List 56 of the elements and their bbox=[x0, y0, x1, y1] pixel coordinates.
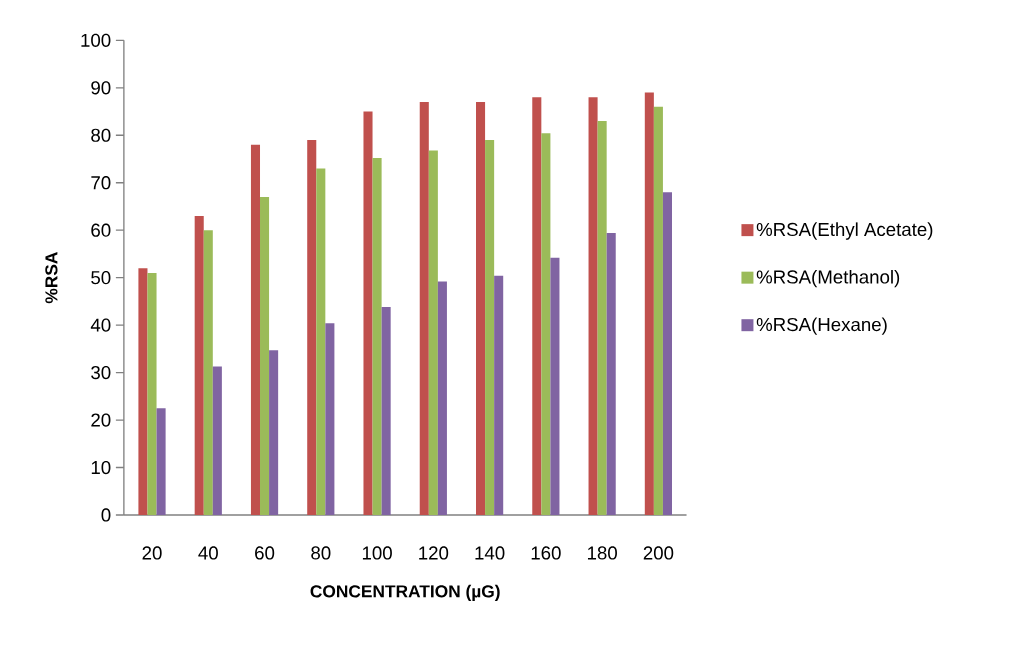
bar bbox=[381, 307, 391, 515]
bar bbox=[588, 97, 598, 515]
y-tick-label: 80 bbox=[91, 128, 111, 142]
legend-label: %RSA(Hexane) bbox=[756, 317, 887, 335]
x-tick-label: 200 bbox=[643, 546, 674, 560]
x-tick-label: 20 bbox=[142, 546, 162, 560]
bar bbox=[437, 281, 447, 515]
bar bbox=[494, 275, 504, 515]
bar bbox=[194, 215, 204, 515]
y-tick-label: 70 bbox=[91, 176, 111, 190]
bar bbox=[476, 102, 486, 515]
bar bbox=[307, 140, 317, 515]
y-tick-label: 40 bbox=[90, 318, 111, 332]
y-tick-label: 0 bbox=[101, 508, 111, 522]
bar bbox=[138, 268, 148, 515]
bar bbox=[250, 144, 261, 515]
legend-label: %RSA(Ethyl Acetate) bbox=[756, 222, 933, 240]
bar bbox=[363, 111, 373, 515]
y-tick-label: 100 bbox=[81, 33, 111, 47]
y-tick-label: 30 bbox=[91, 365, 111, 380]
y-tick-label: 50 bbox=[91, 271, 111, 285]
y-tick-label: 60 bbox=[91, 223, 111, 237]
bar bbox=[212, 366, 222, 515]
bar bbox=[316, 168, 326, 515]
bar bbox=[541, 133, 551, 515]
bar bbox=[532, 97, 542, 515]
x-tick-label: 120 bbox=[419, 546, 449, 560]
bar bbox=[662, 192, 672, 515]
bar bbox=[156, 408, 166, 515]
bar bbox=[269, 350, 279, 515]
bar bbox=[597, 121, 607, 515]
legend-label: %RSA(Methanol) bbox=[756, 269, 900, 288]
x-axis-title: CONCENTRATION (µG) bbox=[310, 584, 500, 601]
bar bbox=[606, 233, 616, 515]
bar bbox=[550, 257, 560, 515]
bar bbox=[653, 106, 663, 515]
y-tick-label: 90 bbox=[91, 81, 111, 95]
bar bbox=[644, 92, 654, 515]
bar bbox=[203, 230, 213, 515]
x-tick-label: 140 bbox=[475, 546, 505, 560]
x-tick-label: 40 bbox=[198, 546, 218, 560]
bar bbox=[485, 140, 495, 515]
bar bbox=[419, 102, 429, 515]
bar bbox=[325, 323, 335, 515]
bar bbox=[428, 150, 438, 515]
bar bbox=[147, 272, 157, 515]
bar bbox=[260, 196, 270, 515]
bar bbox=[372, 158, 382, 515]
y-tick-label: 10 bbox=[91, 460, 111, 475]
y-tick-label: 20 bbox=[91, 413, 111, 427]
x-tick-label: 60 bbox=[255, 546, 275, 560]
x-tick-label: 80 bbox=[311, 546, 331, 560]
x-tick-label: 100 bbox=[362, 546, 392, 560]
x-tick-label: 180 bbox=[587, 546, 617, 560]
x-tick-label: 160 bbox=[531, 546, 561, 560]
y-axis-title: %RSA bbox=[45, 252, 58, 304]
